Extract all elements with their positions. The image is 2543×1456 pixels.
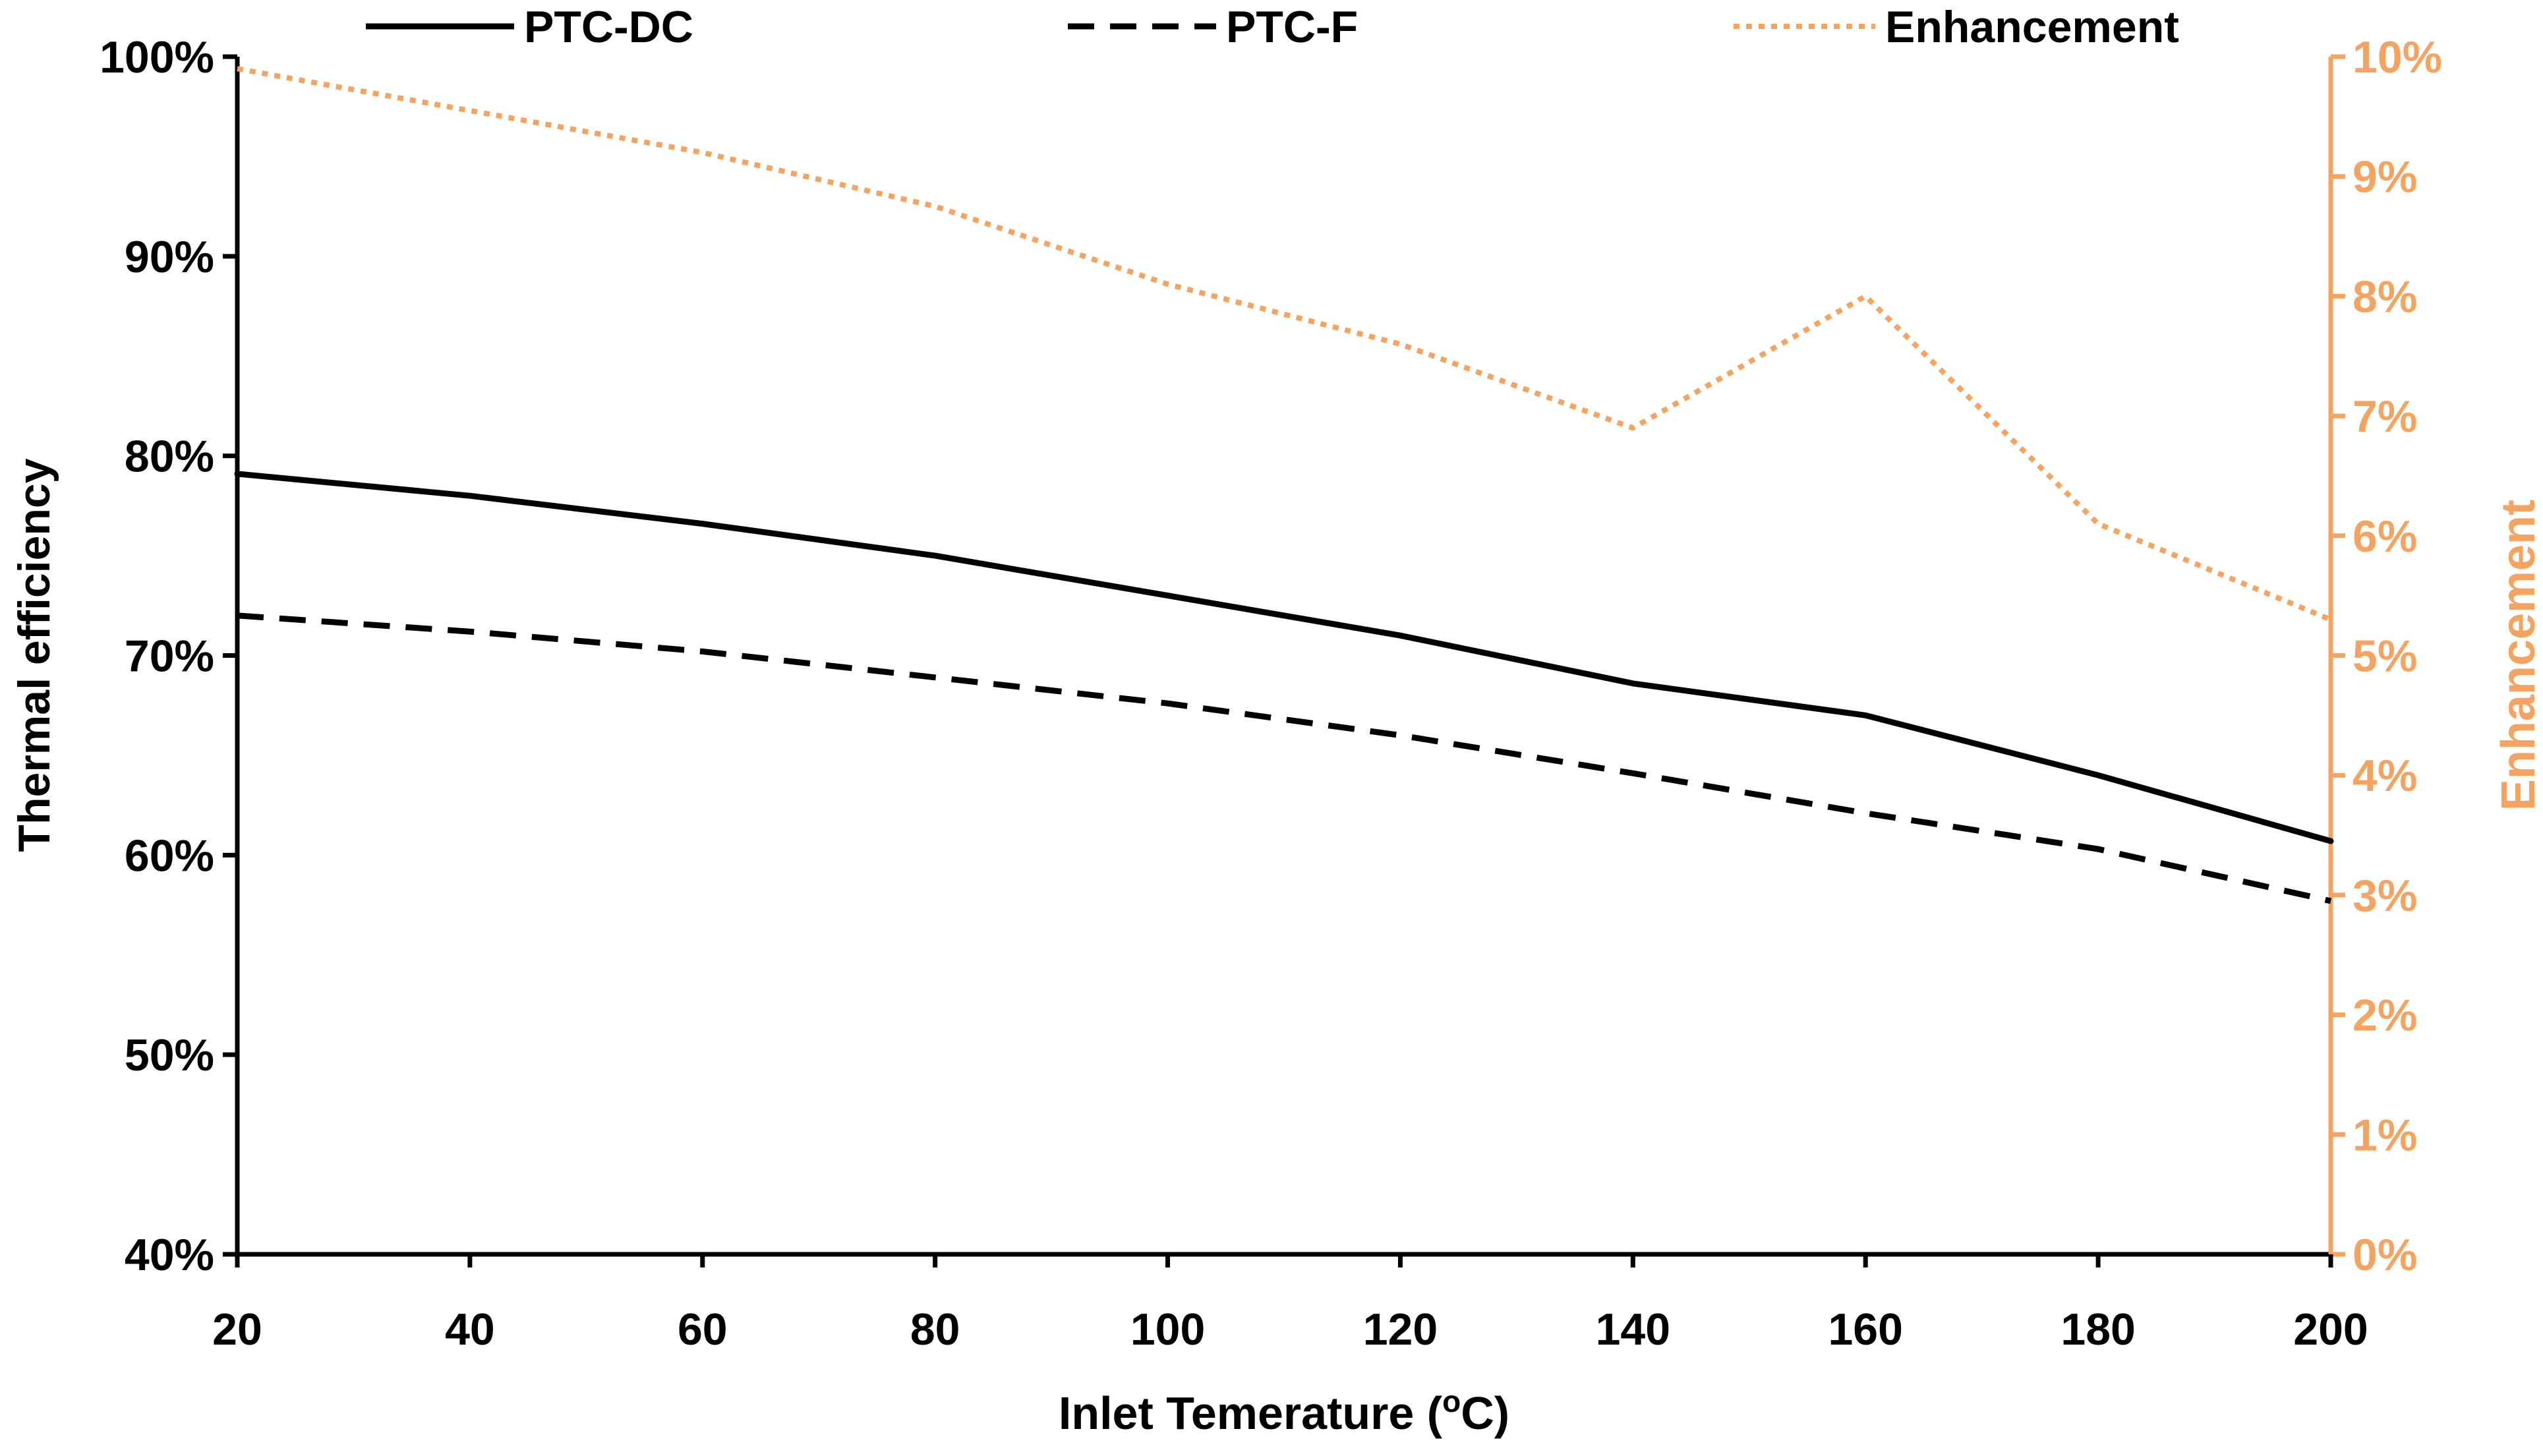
y-left-tick-label: 70% (125, 631, 214, 682)
data-point-enhancement (2328, 617, 2333, 622)
data-point-ptc-dc (2095, 772, 2101, 778)
data-point-ptc-f (1397, 733, 1403, 738)
x-tick-label: 100 (1130, 1304, 1205, 1354)
y-left-tick-label: 100% (100, 32, 214, 82)
y-left-tick-label: 80% (125, 432, 214, 482)
data-point-ptc-dc (1630, 681, 1635, 686)
x-tick-label: 60 (678, 1304, 728, 1354)
data-point-enhancement (2095, 521, 2101, 527)
data-point-ptc-dc (1397, 633, 1403, 638)
data-point-ptc-dc (235, 471, 240, 477)
axes-layer: 40% 50% 60% 70% 80% 90% 100% 0% 1% 2% 3% 4% 5% 6% 7% 8%… (100, 32, 2442, 1354)
data-point-enhancement (1165, 281, 1171, 287)
data-point-ptc-dc (933, 553, 938, 558)
y-right-tick-label: 0% (2353, 1230, 2417, 1280)
data-point-ptc-dc (700, 521, 705, 527)
y-left-tick-label: 90% (125, 232, 214, 282)
y-left-tick-label: 40% (125, 1230, 214, 1280)
y-right-tick-label: 5% (2353, 631, 2417, 682)
data-point-ptc-f (1165, 701, 1171, 706)
data-point-ptc-f (2095, 846, 2101, 852)
x-axis-title: Inlet Temerature (oC) (1059, 1384, 1509, 1439)
data-point-ptc-f (1630, 771, 1635, 776)
legend-item: Enhancement (1734, 2, 2179, 52)
x-tick-label: 40 (445, 1304, 495, 1354)
axis-titles: Thermal efficiency Enhancement Inlet Temer… (9, 458, 2543, 1439)
legend-label: PTC-DC (524, 2, 693, 52)
y-right-tick-label: 3% (2353, 871, 2417, 921)
data-point-ptc-f (2328, 898, 2333, 904)
data-point-ptc-dc (467, 493, 473, 498)
series-layer (234, 66, 2334, 904)
data-point-ptc-f (235, 613, 240, 618)
x-tick-label: 80 (910, 1304, 960, 1354)
y-axis-left-title: Thermal efficiency (9, 458, 59, 852)
y-right-tick-label: 2% (2353, 991, 2417, 1041)
data-point-ptc-dc (1863, 713, 1868, 718)
x-tick-label: 20 (212, 1304, 262, 1354)
x-axis-title-main: Inlet Temerature ( (1059, 1387, 1443, 1439)
data-point-enhancement (1397, 341, 1403, 347)
legend-item: PTC-DC (366, 2, 693, 52)
x-tick-label: 140 (1596, 1304, 1670, 1354)
series-line-ptc-f (237, 612, 2331, 904)
y-right-tick-label: 1% (2353, 1110, 2417, 1160)
data-point-enhancement (933, 204, 938, 209)
x-tick-label: 160 (1828, 1304, 1902, 1354)
series-line-ptc-dc (234, 471, 2334, 844)
y-left-tick-label: 50% (125, 1030, 214, 1080)
data-point-ptc-dc (1165, 593, 1171, 598)
data-point-enhancement (1630, 425, 1635, 430)
series-line-enhancement (237, 66, 2332, 622)
data-point-ptc-dc (2328, 838, 2333, 844)
y-right-tick-label: 4% (2353, 751, 2417, 801)
x-axis-title-end: C) (1461, 1387, 1509, 1439)
data-point-enhancement (1863, 293, 1868, 299)
x-tick-label: 180 (2061, 1304, 2135, 1354)
y-axis-right-title: Enhancement (2492, 500, 2543, 811)
x-tick-label: 200 (2293, 1304, 2368, 1354)
data-point-ptc-f (700, 649, 705, 654)
legend: PTC-DC PTC-F Enhancement (366, 2, 2179, 52)
data-point-enhancement (467, 108, 473, 113)
y-right-tick-label: 10% (2353, 32, 2442, 82)
y-right-tick-label: 8% (2353, 272, 2417, 322)
data-point-enhancement (700, 150, 705, 155)
y-right-tick-label: 6% (2353, 511, 2417, 562)
legend-label: Enhancement (1885, 2, 2179, 52)
y-right-tick-label: 7% (2353, 392, 2417, 442)
data-point-ptc-f (467, 629, 473, 634)
data-point-enhancement (235, 66, 240, 71)
y-right-tick-label: 9% (2353, 152, 2417, 202)
x-tick-label: 120 (1363, 1304, 1438, 1354)
data-point-ptc-f (1863, 811, 1868, 816)
y-left-tick-label: 60% (125, 830, 214, 881)
legend-label: PTC-F (1226, 2, 1358, 52)
data-point-ptc-f (933, 675, 938, 680)
x-axis-title-sup: o (1442, 1384, 1461, 1418)
legend-item: PTC-F (1068, 2, 1358, 52)
